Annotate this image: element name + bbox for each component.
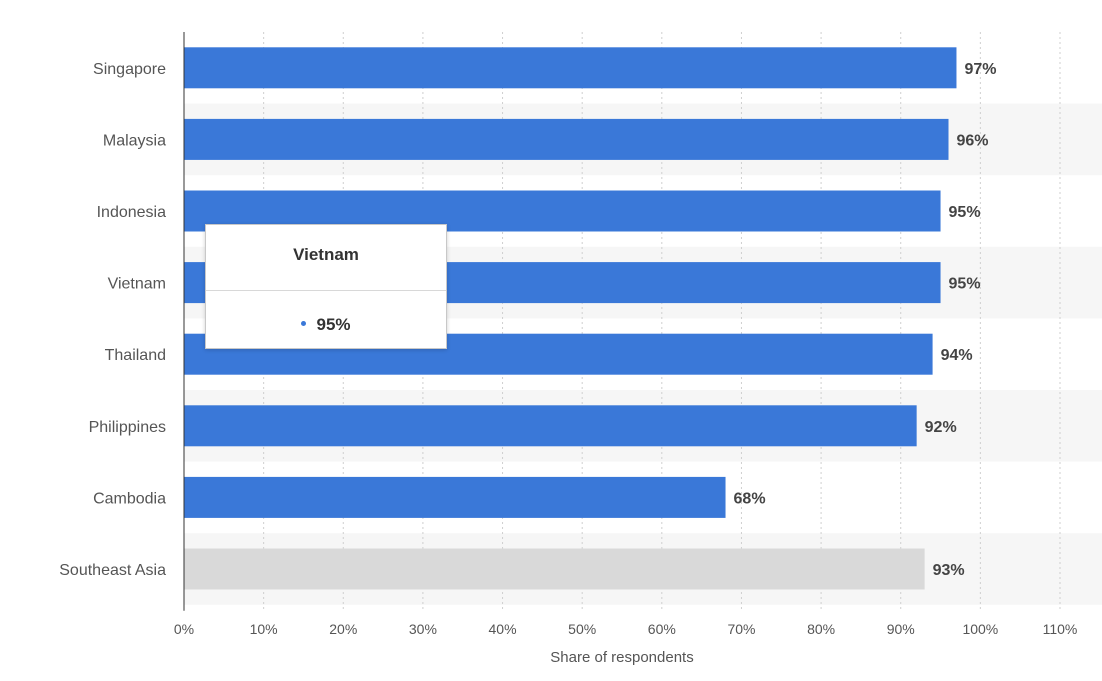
x-tick-label: 90% <box>887 621 915 637</box>
data-label: 95% <box>949 204 981 221</box>
x-tick-label: 40% <box>489 621 517 637</box>
category-label: Thailand <box>105 347 166 364</box>
data-label: 68% <box>734 490 766 507</box>
category-label: Singapore <box>93 61 166 78</box>
tooltip-value: 95% <box>316 315 351 334</box>
x-tick-label: 30% <box>409 621 437 637</box>
x-tick-label: 60% <box>648 621 676 637</box>
bar <box>184 405 917 447</box>
bar <box>184 476 726 518</box>
category-label: Malaysia <box>103 132 166 149</box>
tooltip-dot-icon <box>301 321 307 327</box>
data-label: 92% <box>925 419 957 436</box>
tooltip-divider <box>206 290 446 291</box>
data-label: 93% <box>933 562 965 579</box>
bar <box>184 118 949 160</box>
bar <box>184 47 957 89</box>
x-tick-label: 80% <box>807 621 835 637</box>
data-label: 95% <box>949 276 981 293</box>
category-label: Cambodia <box>93 490 166 507</box>
tooltip-value-row: 95% <box>206 315 446 335</box>
data-label: 97% <box>964 61 996 78</box>
x-tick-label: 70% <box>727 621 755 637</box>
category-label: Southeast Asia <box>59 562 166 579</box>
tooltip-title: Vietnam <box>293 245 359 264</box>
x-axis-title: Share of respondents <box>550 649 693 666</box>
x-tick-label: 10% <box>250 621 278 637</box>
x-tick-label: 50% <box>568 621 596 637</box>
category-label: Vietnam <box>108 276 166 293</box>
category-label: Philippines <box>89 419 166 436</box>
x-tick-label: 100% <box>962 621 998 637</box>
tooltip: Vietnam 95% <box>205 224 447 349</box>
data-label: 96% <box>957 132 989 149</box>
x-tick-label: 0% <box>174 621 194 637</box>
bar <box>184 548 925 590</box>
x-tick-label: 110% <box>1043 621 1078 637</box>
x-tick-label: 20% <box>329 621 357 637</box>
data-label: 94% <box>941 347 973 364</box>
category-label: Indonesia <box>97 204 166 221</box>
